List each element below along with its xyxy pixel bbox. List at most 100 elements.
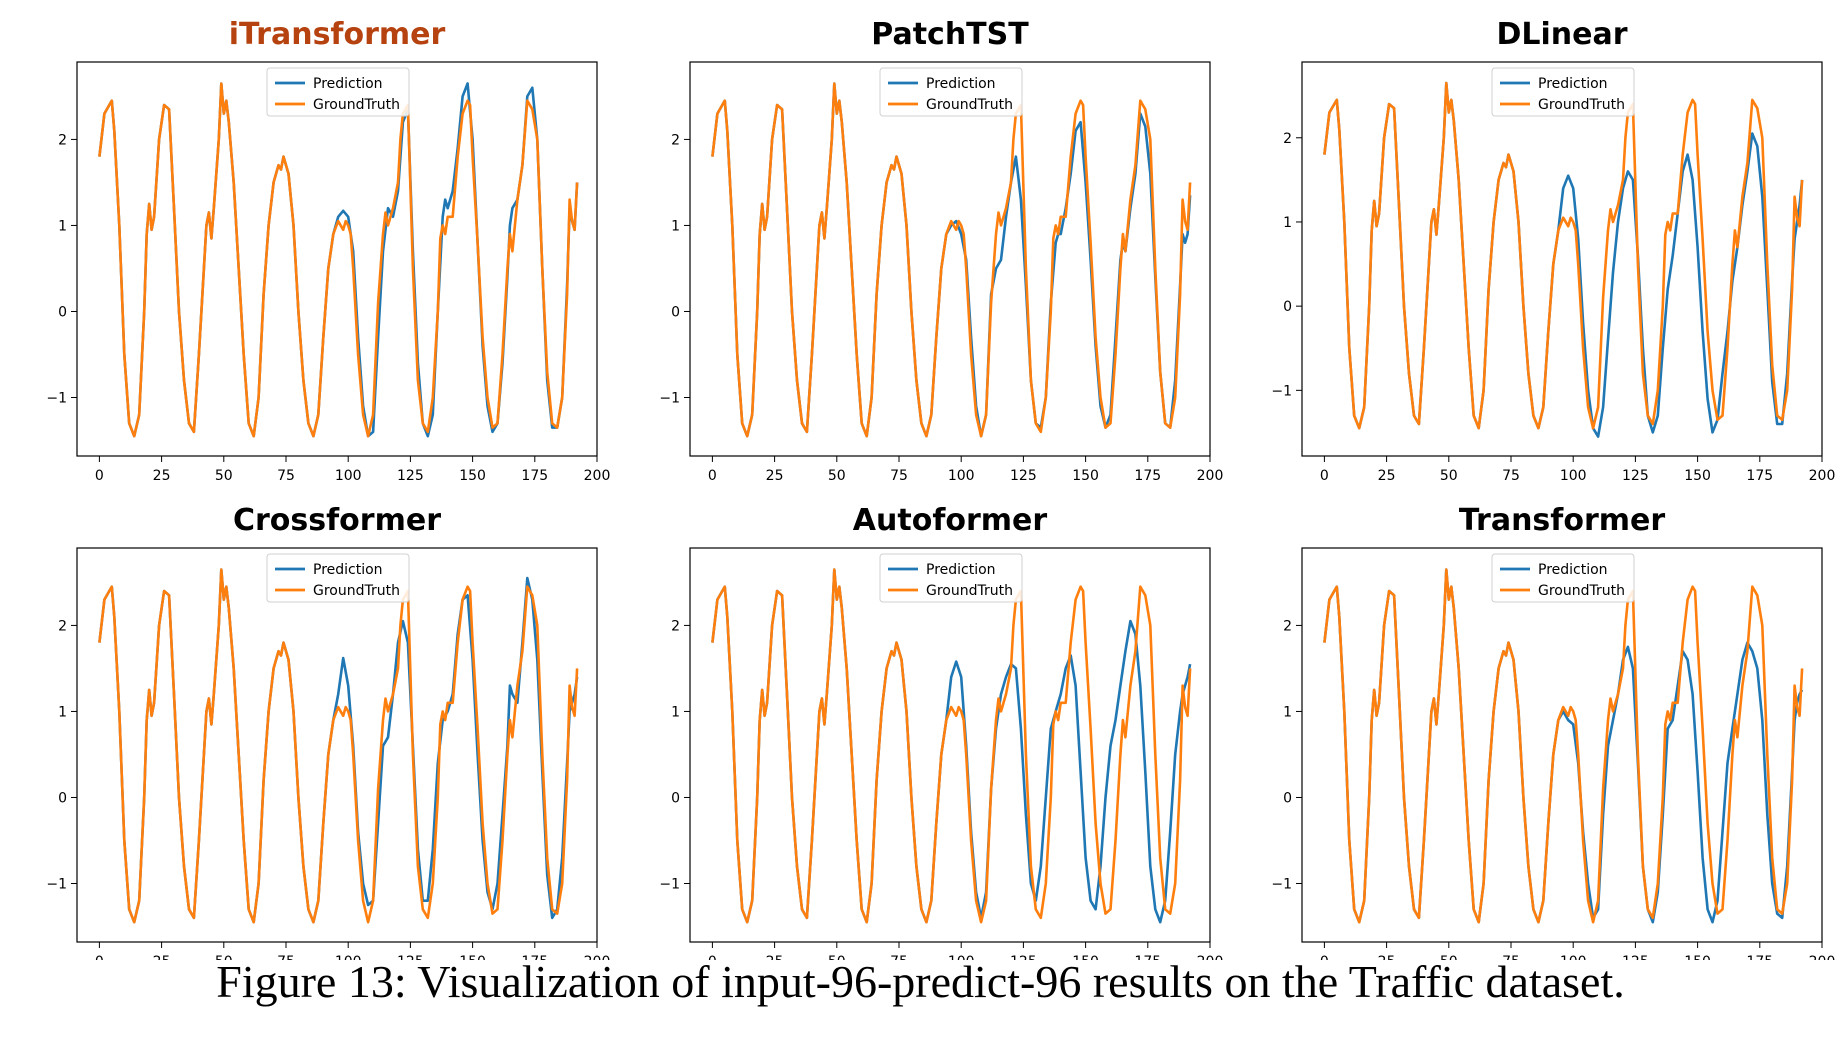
x-tick-label: 25 [1378,954,1396,960]
x-tick-label: 100 [948,954,975,960]
legend: Prediction GroundTruth [879,67,1023,117]
x-tick-label: 0 [1320,954,1329,960]
legend-label-groundtruth: GroundTruth [313,97,400,113]
x-tick-label: 0 [95,954,104,960]
x-tick-label: 125 [1622,954,1649,960]
x-tick-label: 25 [766,468,784,484]
y-tick-label: 0 [1283,790,1292,806]
x-tick-label: 175 [1746,954,1773,960]
legend-label-groundtruth: GroundTruth [313,583,400,599]
y-tick-label: 1 [1283,215,1292,231]
groundtruth-line [98,568,579,924]
y-tick-label: 2 [671,132,680,148]
x-tick-label: 200 [1197,468,1224,484]
x-tick-label: 200 [1809,468,1836,484]
subplot-autoformer: Autoformer 0 25 50 75 100 125 150 175 200 −1 0 1 2 Pre… [659,503,1223,960]
legend: Prediction GroundTruth [1491,553,1635,603]
subplot-title: PatchTST [871,17,1029,52]
x-tick-label: 150 [1684,954,1711,960]
y-tick-label: 0 [58,304,67,320]
x-tick-label: 200 [1197,954,1224,960]
groundtruth-line [711,568,1192,924]
x-tick-label: 75 [1502,954,1520,960]
legend-label-groundtruth: GroundTruth [926,97,1013,113]
x-tick-label: 75 [1502,468,1520,484]
x-tick-label: 175 [521,954,548,960]
groundtruth-line [98,82,579,438]
x-tick-label: 100 [948,468,975,484]
groundtruth-line [1323,81,1804,430]
axes-frame [1301,61,1823,457]
y-tick-label: 1 [671,218,680,234]
subplot-crossformer: Crossformer 0 25 50 75 100 125 150 175 200 −1 0 1 2 Pr… [46,503,610,960]
y-tick-label: 1 [1283,704,1292,720]
x-tick-label: 75 [890,954,908,960]
x-tick-label: 150 [459,468,486,484]
figure-caption: Figure 13: Visualization of input-96-pre… [216,956,1625,1007]
y-tick-label: 2 [58,132,67,148]
x-tick-label: 125 [1622,468,1649,484]
subplot-title: iTransformer [229,17,446,52]
x-tick-label: 175 [1746,468,1773,484]
legend-label-prediction: Prediction [313,562,383,578]
x-tick-label: 25 [153,468,171,484]
legend-label-groundtruth: GroundTruth [926,583,1013,599]
y-tick-label: 0 [671,304,680,320]
x-tick-label: 200 [584,468,611,484]
y-tick-label: −1 [46,391,67,407]
x-tick-label: 200 [1809,954,1836,960]
x-tick-label: 50 [1440,954,1458,960]
x-tick-label: 25 [766,954,784,960]
legend-label-prediction: Prediction [313,76,383,92]
legend: Prediction GroundTruth [266,553,410,603]
y-tick-label: −1 [1271,877,1292,893]
y-tick-label: 2 [1283,618,1292,634]
legend: Prediction GroundTruth [879,553,1023,603]
y-tick-label: 2 [671,618,680,634]
y-tick-label: 2 [58,618,67,634]
legend: Prediction GroundTruth [266,67,410,117]
subplot-dlinear: DLinear 0 25 50 75 100 125 150 175 200 −1 0 1 2 Predic… [1271,17,1835,484]
subplot-transformer: Transformer 0 25 50 75 100 125 150 175 200 −1 0 1 2 Pr… [1271,503,1835,960]
y-tick-label: 2 [1283,131,1292,147]
subplot-title: DLinear [1496,17,1627,52]
subplot-patchtst: PatchTST 0 25 50 75 100 125 150 175 200 −1 0 1 2 Predi… [659,17,1223,484]
x-tick-label: 125 [397,468,424,484]
legend-label-groundtruth: GroundTruth [1538,97,1625,113]
y-tick-label: 1 [671,704,680,720]
x-tick-label: 50 [215,468,233,484]
x-tick-label: 175 [1134,954,1161,960]
legend-label-prediction: Prediction [926,76,996,92]
legend: Prediction GroundTruth [1491,67,1635,117]
x-tick-label: 125 [1010,954,1037,960]
x-tick-label: 50 [1440,468,1458,484]
axes-frame [76,61,598,457]
x-tick-label: 100 [335,468,362,484]
groundtruth-line [1323,568,1804,924]
y-tick-label: −1 [46,877,67,893]
y-tick-label: 1 [58,218,67,234]
subplot-title: Crossformer [233,503,441,538]
x-tick-label: 150 [1072,468,1099,484]
x-tick-label: 200 [584,954,611,960]
x-tick-label: 100 [335,954,362,960]
y-tick-label: −1 [659,391,680,407]
subplot-title: Autoformer [853,503,1048,538]
x-tick-label: 125 [1010,468,1037,484]
y-tick-label: 1 [58,704,67,720]
axes-frame [76,547,598,943]
x-tick-label: 100 [1560,468,1587,484]
axes-frame [689,547,1211,943]
x-tick-label: 25 [153,954,171,960]
x-tick-label: 50 [828,954,846,960]
groundtruth-line [711,82,1192,438]
y-tick-label: −1 [659,877,680,893]
x-tick-label: 150 [1072,954,1099,960]
x-tick-label: 0 [708,954,717,960]
legend-label-groundtruth: GroundTruth [1538,583,1625,599]
subplot-itransformer: iTransformer 0 25 50 75 100 125 150 175 200 −1 0 1 2 P… [46,17,610,484]
x-tick-label: 0 [1320,468,1329,484]
x-tick-label: 0 [708,468,717,484]
x-tick-label: 75 [277,954,295,960]
